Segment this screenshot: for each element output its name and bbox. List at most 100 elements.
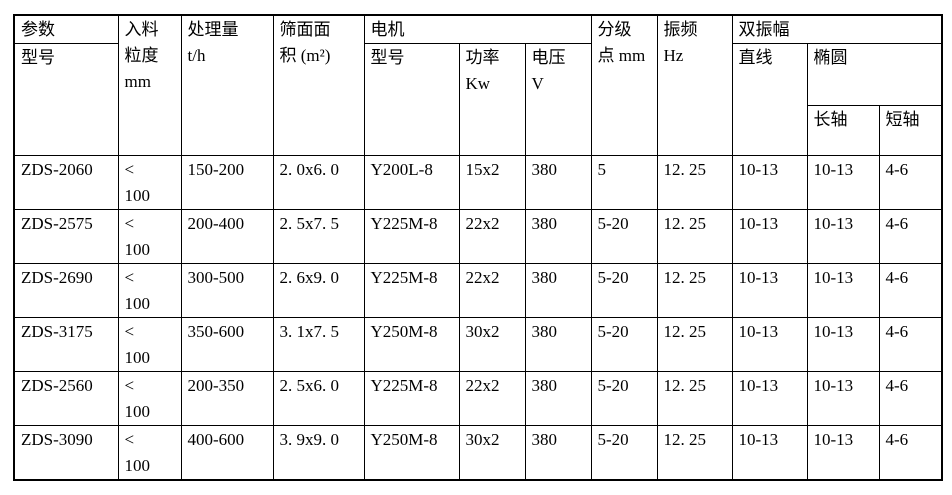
spec-table: 参数 入料 粒度 mm 处理量 t/h 筛面面 积 (m²) 电机 分级 点 m… <box>13 14 944 481</box>
header-amplitude-ellipse-group: 椭圆 <box>806 43 943 106</box>
table-cell: 3. 1x7. 5 <box>272 317 365 372</box>
table-cell: 300-500 <box>180 263 274 318</box>
table-cell: < 100 <box>117 371 182 426</box>
table-cell: 400-600 <box>180 425 274 481</box>
table-cell: 200-400 <box>180 209 274 264</box>
table-cell: Y225M-8 <box>363 371 460 426</box>
table-cell: 200-350 <box>180 371 274 426</box>
table-row: ZDS-3090 < 100 400-600 3. 9x9. 0 Y250M-8 30x2… <box>13 425 943 481</box>
header-capacity: 处理量 t/h <box>180 14 274 156</box>
table-cell: 10-13 <box>806 425 880 481</box>
table-row: ZDS-2560 < 100 200-350 2. 5x6. 0 Y225M-8 22x2… <box>13 371 943 426</box>
header-screen-area: 筛面面 积 (m²) <box>272 14 365 156</box>
table-header: 参数 入料 粒度 mm 处理量 t/h 筛面面 积 (m²) 电机 分级 点 m… <box>13 14 943 156</box>
table-body: ZDS-2060 < 100 150-200 2. 0x6. 0 Y200L-8 15x2… <box>13 155 943 481</box>
table-cell: 380 <box>524 371 592 426</box>
table-cell: 10-13 <box>731 209 808 264</box>
table-cell: 12. 25 <box>656 155 733 210</box>
model-cell: ZDS-3090 <box>13 425 119 481</box>
table-cell: 4-6 <box>878 371 943 426</box>
table-cell: 2. 6x9. 0 <box>272 263 365 318</box>
model-cell: ZDS-3175 <box>13 317 119 372</box>
table-cell: 30x2 <box>458 317 526 372</box>
table-cell: 380 <box>524 209 592 264</box>
table-cell: 2. 5x6. 0 <box>272 371 365 426</box>
table-cell: 5-20 <box>590 209 658 264</box>
table-cell: 150-200 <box>180 155 274 210</box>
table-cell: 22x2 <box>458 371 526 426</box>
model-cell: ZDS-2060 <box>13 155 119 210</box>
table-row: ZDS-2690 < 100 300-500 2. 6x9. 0 Y225M-8 22x2… <box>13 263 943 318</box>
header-ellipse-long-axis: 长轴 <box>806 105 880 156</box>
table-cell: 30x2 <box>458 425 526 481</box>
table-cell: 5-20 <box>590 317 658 372</box>
model-cell: ZDS-2560 <box>13 371 119 426</box>
table-cell: 12. 25 <box>656 263 733 318</box>
table-cell: 5-20 <box>590 371 658 426</box>
table-cell: 5-20 <box>590 263 658 318</box>
table-cell: 12. 25 <box>656 425 733 481</box>
table-cell: < 100 <box>117 155 182 210</box>
header-motor-power: 功率 Kw <box>458 43 526 156</box>
table-cell: 12. 25 <box>656 317 733 372</box>
table-cell: 4-6 <box>878 155 943 210</box>
table-cell: 350-600 <box>180 317 274 372</box>
table-cell: 5-20 <box>590 425 658 481</box>
header-model: 型号 <box>13 43 119 156</box>
table-cell: 22x2 <box>458 209 526 264</box>
table-cell: Y225M-8 <box>363 209 460 264</box>
table-row: ZDS-2575 < 100 200-400 2. 5x7. 5 Y225M-8 22x2… <box>13 209 943 264</box>
header-amplitude-linear: 直线 <box>731 43 808 156</box>
table-cell: Y200L-8 <box>363 155 460 210</box>
table-cell: 380 <box>524 425 592 481</box>
header-row-2: 型号 型号 功率 Kw 电压 V 直线 椭圆 <box>13 43 943 156</box>
table-cell: 12. 25 <box>656 209 733 264</box>
header-ellipse-short-axis: 短轴 <box>878 105 943 156</box>
table-cell: < 100 <box>117 209 182 264</box>
table-cell: 2. 0x6. 0 <box>272 155 365 210</box>
header-row-3: 长轴 短轴 <box>14 105 943 156</box>
table-cell: 3. 9x9. 0 <box>272 425 365 481</box>
table-cell: 10-13 <box>731 155 808 210</box>
table-cell: 10-13 <box>806 155 880 210</box>
header-motor-model: 型号 <box>363 43 460 156</box>
table-cell: Y250M-8 <box>363 317 460 372</box>
table-cell: 380 <box>524 155 592 210</box>
header-motor-voltage: 电压 V <box>524 43 592 156</box>
table-cell: 5 <box>590 155 658 210</box>
table-cell: 380 <box>524 317 592 372</box>
table-cell: 10-13 <box>731 425 808 481</box>
table-cell: 4-6 <box>878 209 943 264</box>
table-row: ZDS-2060 < 100 150-200 2. 0x6. 0 Y200L-8 15x2… <box>13 155 943 210</box>
model-cell: ZDS-2690 <box>13 263 119 318</box>
table-cell: 10-13 <box>806 209 880 264</box>
table-cell: 22x2 <box>458 263 526 318</box>
table-cell: 10-13 <box>731 371 808 426</box>
table-cell: 380 <box>524 263 592 318</box>
table-cell: 4-6 <box>878 263 943 318</box>
header-feed-size: 入料 粒度 mm <box>117 14 182 156</box>
table-row: ZDS-3175 < 100 350-600 3. 1x7. 5 Y250M-8 30x2… <box>13 317 943 372</box>
table-cell: Y250M-8 <box>363 425 460 481</box>
table-cell: 10-13 <box>806 371 880 426</box>
table-cell: 10-13 <box>731 317 808 372</box>
table-cell: 4-6 <box>878 425 943 481</box>
table-cell: < 100 <box>117 263 182 318</box>
table-cell: 10-13 <box>806 263 880 318</box>
table-cell: < 100 <box>117 425 182 481</box>
table-cell: 10-13 <box>806 317 880 372</box>
table-cell: < 100 <box>117 317 182 372</box>
model-cell: ZDS-2575 <box>13 209 119 264</box>
table-cell: Y225M-8 <box>363 263 460 318</box>
header-frequency: 振频 Hz <box>656 14 733 156</box>
table-cell: 12. 25 <box>656 371 733 426</box>
table-cell: 4-6 <box>878 317 943 372</box>
header-grading-point: 分级 点 mm <box>590 14 658 156</box>
header-double-amplitude-group: 双振幅 <box>731 14 943 44</box>
header-param: 参数 <box>13 14 119 44</box>
table-cell: 10-13 <box>731 263 808 318</box>
header-motor-group: 电机 <box>363 14 592 44</box>
header-row-1: 参数 入料 粒度 mm 处理量 t/h 筛面面 积 (m²) 电机 分级 点 m… <box>13 14 943 156</box>
table-cell: 2. 5x7. 5 <box>272 209 365 264</box>
table-cell: 15x2 <box>458 155 526 210</box>
